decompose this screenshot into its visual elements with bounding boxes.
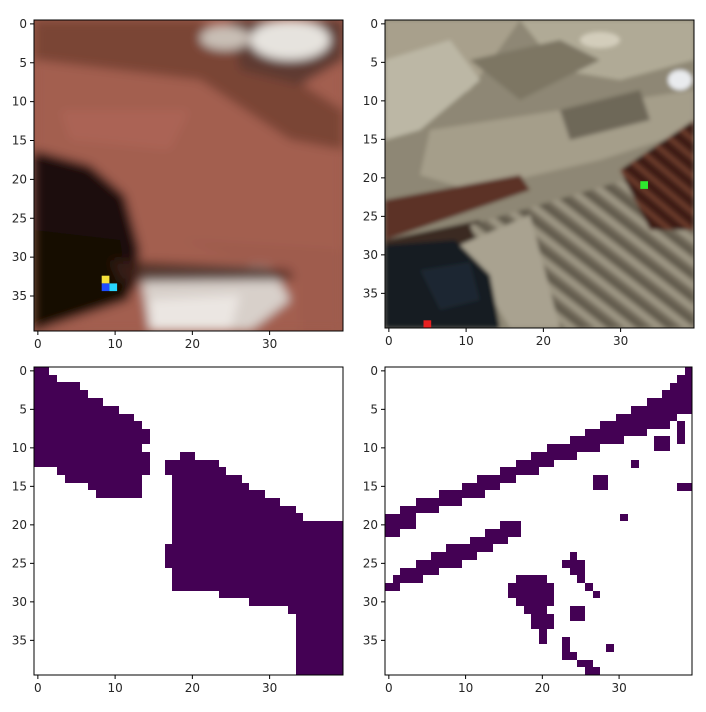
y-tick-label: 15 (363, 132, 378, 146)
mask-panel-bottom-left (33, 366, 344, 676)
axes-frame (384, 366, 693, 676)
y-tick-label: 10 (12, 441, 27, 455)
y-tick-label: 0 (19, 364, 27, 378)
x-tick-label: 0 (385, 334, 393, 348)
image-content (385, 20, 694, 328)
x-tick-label: 10 (458, 681, 473, 695)
mask-region (570, 606, 585, 621)
marker-pixel (640, 181, 648, 189)
y-tick-label: 25 (363, 556, 378, 570)
y-tick-label: 30 (12, 595, 27, 609)
mask-region (620, 514, 628, 521)
y-tick-label: 20 (12, 518, 27, 532)
marker-pixel (101, 275, 110, 284)
y-tick-label: 10 (12, 95, 27, 109)
y-tick-label: 35 (363, 286, 378, 300)
y-tick-label: 20 (12, 172, 27, 186)
y-tick-label: 0 (370, 364, 378, 378)
y-tick-label: 25 (12, 556, 27, 570)
x-tick-label: 30 (262, 337, 277, 351)
x-tick-label: 20 (185, 337, 200, 351)
mask-region (593, 475, 608, 490)
marker-pixel (101, 283, 110, 292)
marker-pixel (109, 283, 118, 292)
x-tick-label: 10 (107, 681, 122, 695)
axes-frame (33, 366, 344, 676)
y-tick-label: 10 (363, 441, 378, 455)
x-tick-label: 0 (34, 681, 42, 695)
axis-ticks: 0 10 20 30 0 5 10 15 20 25 30 35 0 10 20 30 0 5 10 15 20 25 30… (12, 17, 629, 695)
x-tick-label: 30 (613, 334, 628, 348)
y-tick-label: 5 (19, 56, 27, 70)
mask-region (34, 367, 150, 498)
y-tick-label: 30 (363, 595, 378, 609)
mask-region (631, 460, 639, 468)
mask-region (677, 483, 692, 491)
mask-region (562, 552, 600, 598)
x-tick-label: 0 (34, 337, 42, 351)
y-tick-label: 5 (19, 402, 27, 416)
x-tick-label: 0 (385, 681, 393, 695)
x-tick-label: 30 (262, 681, 277, 695)
axes-frame (33, 19, 344, 332)
y-tick-label: 35 (12, 633, 27, 647)
image-panel-top-right (384, 19, 695, 329)
mask-region (165, 452, 343, 675)
x-tick-label: 20 (536, 334, 551, 348)
x-tick-label: 30 (611, 681, 626, 695)
y-tick-label: 25 (12, 211, 27, 225)
y-tick-label: 15 (363, 479, 378, 493)
x-tick-label: 10 (107, 337, 122, 351)
y-tick-label: 20 (363, 518, 378, 532)
mask-region (385, 367, 692, 537)
x-tick-label: 20 (185, 681, 200, 695)
y-tick-label: 0 (19, 17, 27, 31)
image-content (34, 20, 343, 331)
mask-region (654, 436, 670, 451)
mask-region (508, 575, 554, 644)
mask-region (562, 637, 600, 675)
y-tick-label: 30 (363, 248, 378, 262)
marker-pixel (423, 320, 432, 328)
y-tick-label: 25 (363, 209, 378, 223)
x-tick-label: 10 (458, 334, 473, 348)
y-tick-label: 0 (370, 17, 378, 31)
mask-region (677, 421, 685, 444)
mask-panel-bottom-right (384, 366, 693, 676)
image-panel-top-left (33, 19, 344, 332)
axes-frame (384, 19, 695, 329)
x-tick-label: 20 (535, 681, 550, 695)
y-tick-label: 10 (363, 94, 378, 108)
y-tick-label: 5 (370, 402, 378, 416)
mask-region (385, 521, 521, 591)
y-tick-label: 35 (363, 633, 378, 647)
y-tick-label: 5 (370, 55, 378, 69)
y-tick-label: 20 (363, 171, 378, 185)
y-tick-label: 35 (12, 289, 27, 303)
mask-region (606, 644, 614, 652)
y-tick-label: 30 (12, 250, 27, 264)
y-tick-label: 15 (12, 479, 27, 493)
y-tick-label: 15 (12, 134, 27, 148)
